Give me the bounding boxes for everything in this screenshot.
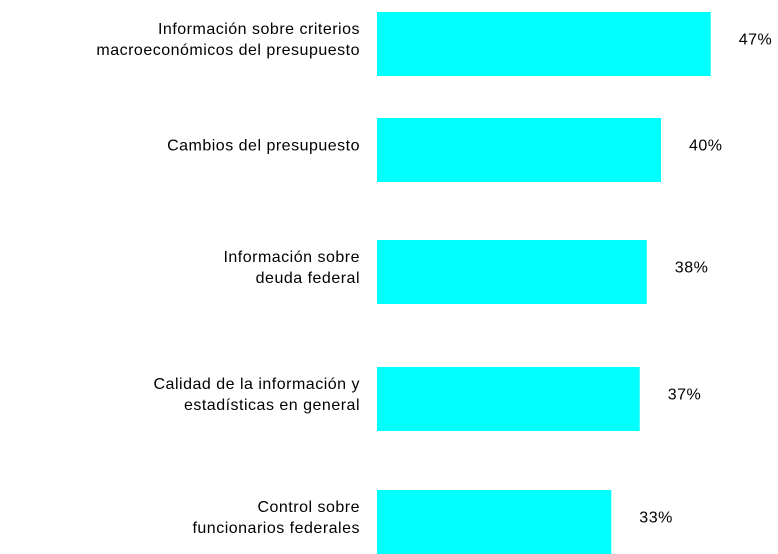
value-label: 40% [689,137,723,155]
category-label: Información sobre deuda federal [223,249,360,287]
bar [377,367,640,431]
category-label: Control sobre funcionarios federales [192,499,360,537]
value-label: 37% [667,386,702,404]
bar [377,490,612,554]
value-label: 33% [639,509,673,527]
bar [377,118,661,182]
value-label: 47% [738,31,773,49]
bar [377,240,647,304]
bar [377,12,711,76]
category-label: Cambios del presupuesto [167,137,360,155]
value-label: 38% [674,259,709,277]
category-label: Calidad de la información y estadísticas… [153,376,360,414]
category-label: Información sobre criterios macroeconómi… [96,21,360,59]
